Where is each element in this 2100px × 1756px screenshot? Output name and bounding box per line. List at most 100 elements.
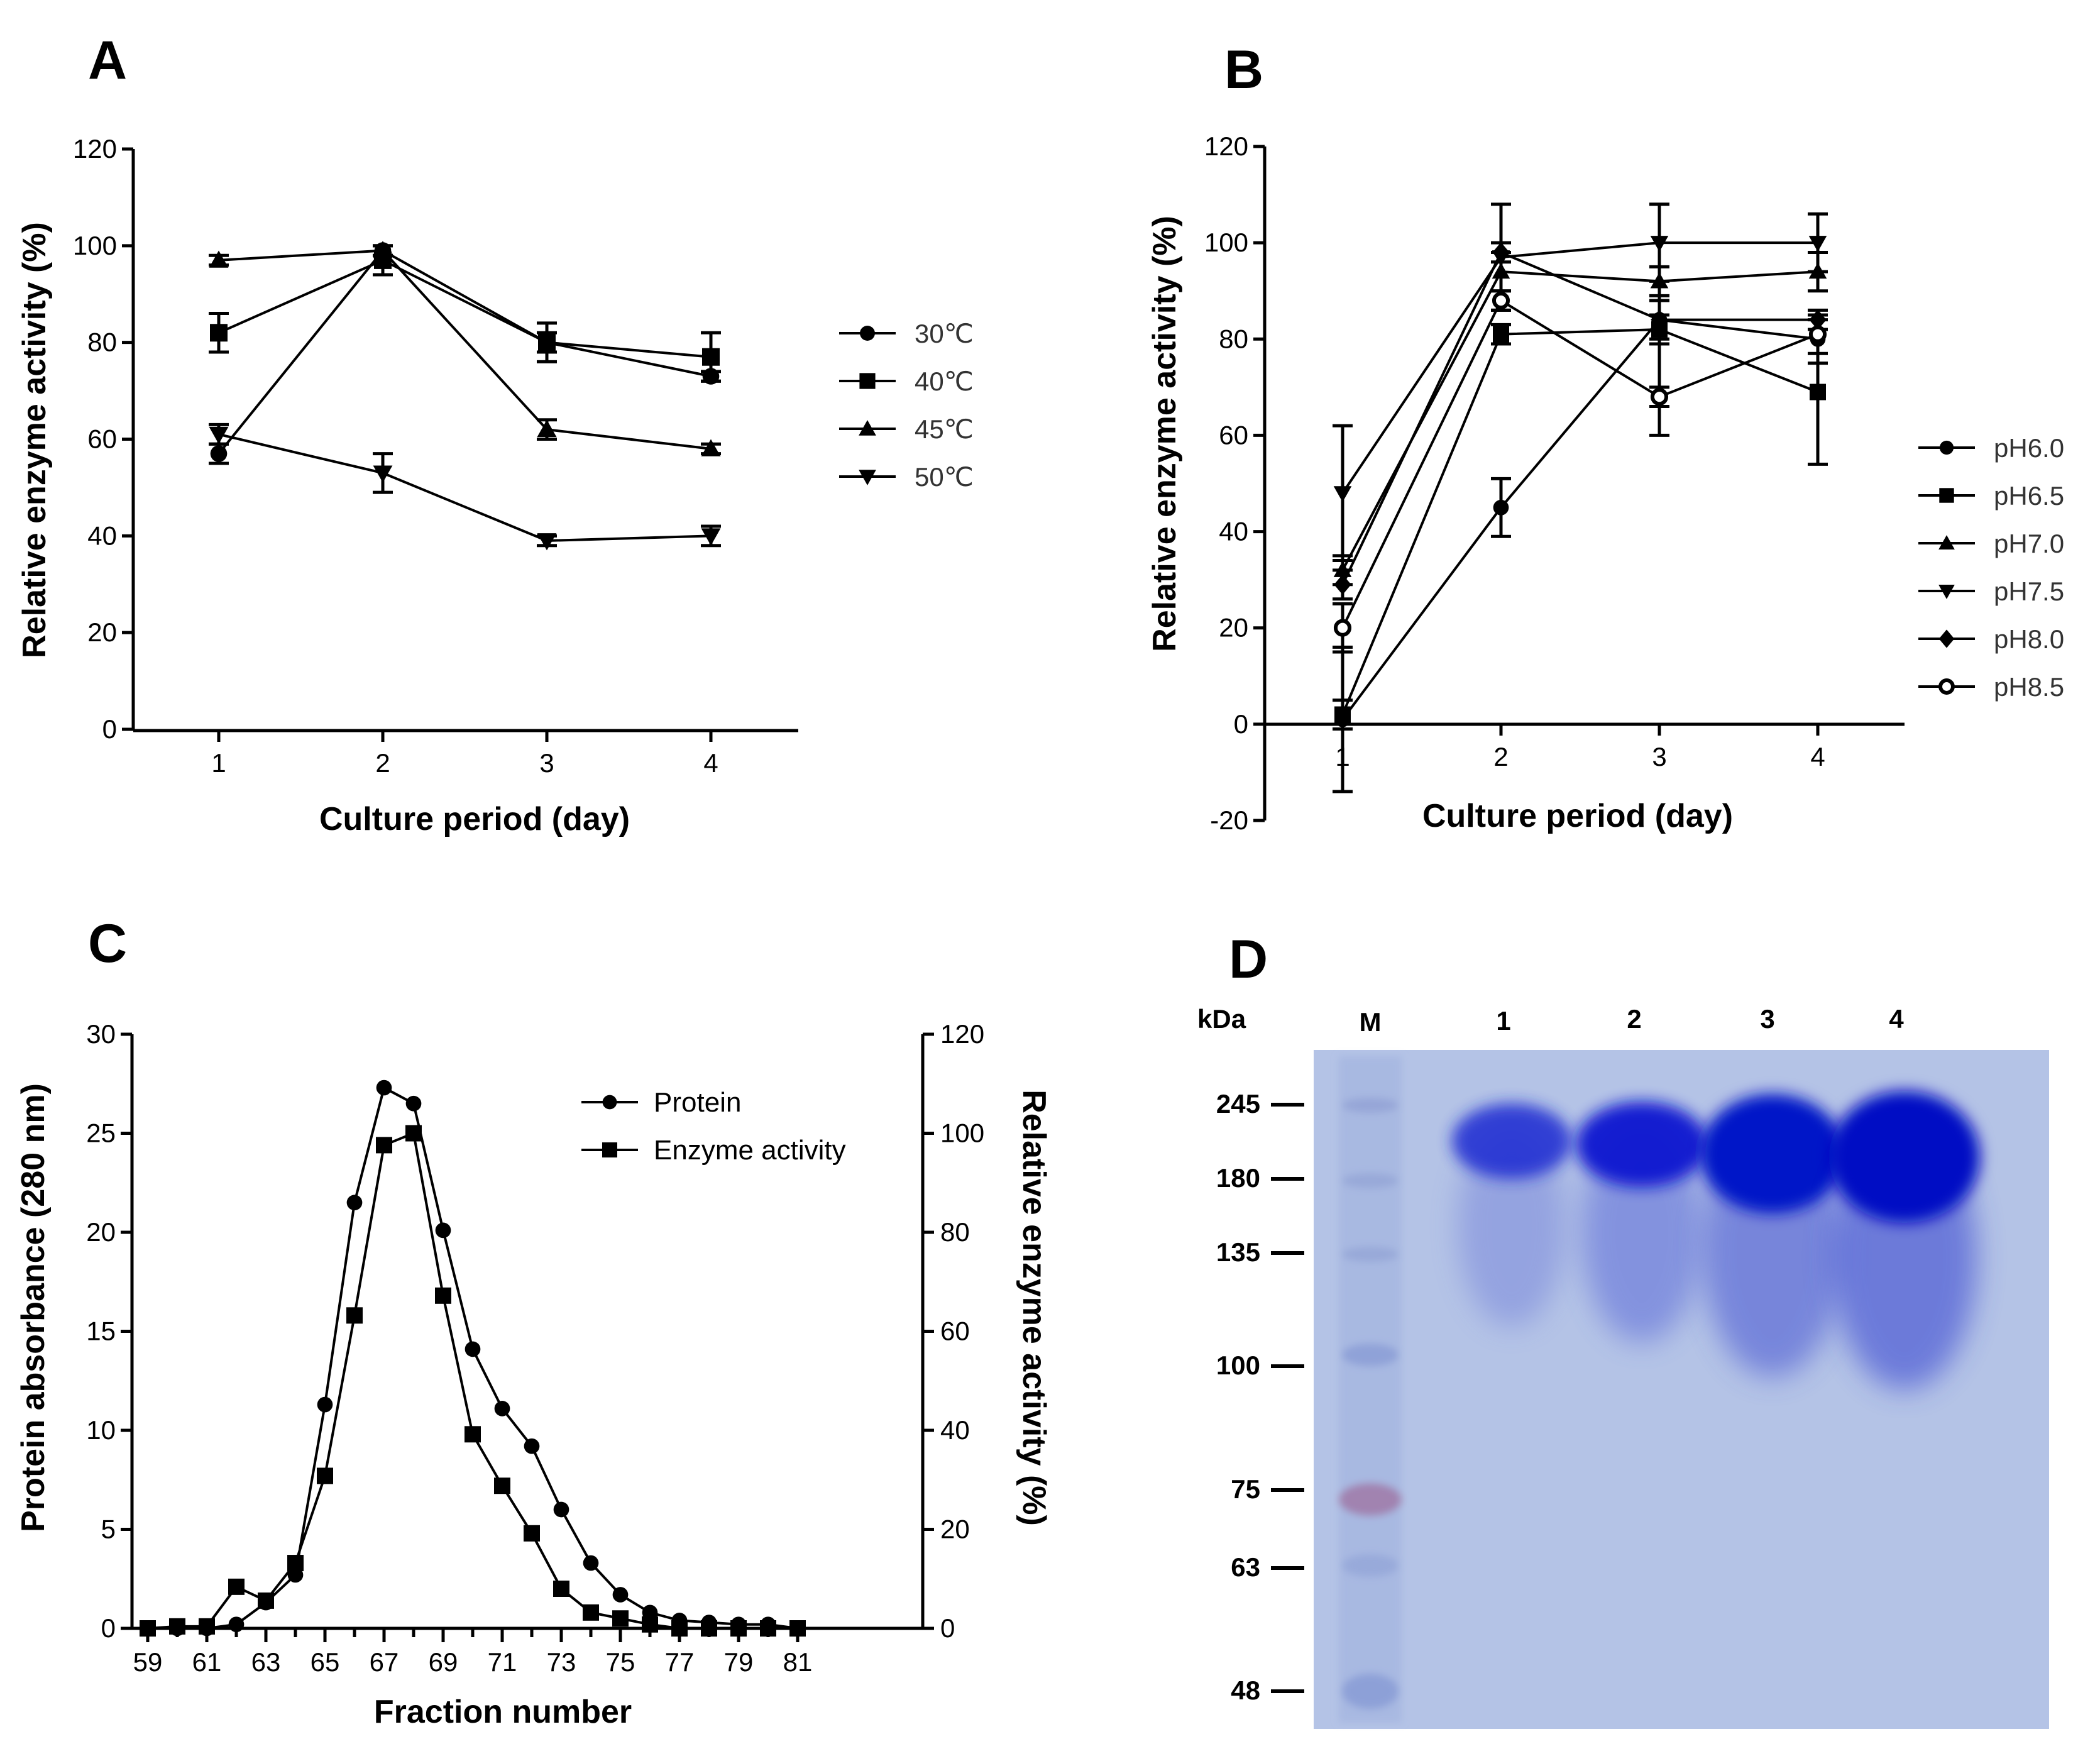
point-enzyme-activity xyxy=(287,1555,304,1572)
point-45 xyxy=(373,241,393,258)
series-line-ph7-5 xyxy=(1341,241,1818,494)
point-enzyme-activity xyxy=(524,1525,540,1542)
legend-label: 40℃ xyxy=(915,367,974,396)
point-40 xyxy=(702,348,720,366)
panel-b-y-tick-label: 40 xyxy=(1219,517,1248,546)
panel-a-y-tick-label: 0 xyxy=(102,714,117,744)
legend-item-45: 45℃ xyxy=(839,414,974,444)
gel-unit-label: kDa xyxy=(1197,1004,1246,1034)
panel-c-y-tick-label-right: 0 xyxy=(940,1613,955,1643)
panel-b-y-tick-label: 20 xyxy=(1219,613,1248,643)
ladder-band-180 xyxy=(1342,1173,1399,1188)
point-protein xyxy=(494,1401,510,1416)
panel-c-y-tick-label-right: 100 xyxy=(940,1118,984,1148)
gel-lane-label-2: 2 xyxy=(1627,1004,1641,1034)
panel-c-series-group xyxy=(140,1080,806,1637)
panel-c-x-tick-label: 75 xyxy=(606,1647,635,1677)
panel-b-y-axis-title: Relative enzyme activity (%) xyxy=(1146,216,1183,652)
legend-label: Protein xyxy=(654,1087,741,1118)
legend-item-ph8-0: pH8.0 xyxy=(1918,624,2064,654)
series-ph6-0 xyxy=(1333,299,1828,793)
panel-c-x-tick-label: 65 xyxy=(311,1647,340,1677)
legend-marker xyxy=(1938,678,1955,695)
point-enzyme-activity xyxy=(140,1620,156,1637)
panel-a: A Relative enzyme activity (%) Culture p… xyxy=(16,30,974,837)
panel-c-y-tick-label-left: 30 xyxy=(86,1019,116,1049)
series-line-protein xyxy=(148,1086,798,1630)
point-enzyme-activity xyxy=(258,1592,274,1609)
panel-a-letter: A xyxy=(88,30,127,91)
point-ph8-0 xyxy=(1651,309,1668,330)
panel-c-y-tick-label-left: 25 xyxy=(86,1118,116,1148)
panel-c-y-tick-label-left: 15 xyxy=(86,1317,116,1346)
legend-marker xyxy=(602,1142,617,1157)
legend-label: pH8.0 xyxy=(1994,624,2064,654)
panel-c-axes: 0 5 10 15 20 25 30 0 20 40 60 80 100 120 59 61 63 65 67 69 7… xyxy=(86,1019,984,1677)
legend-label: pH6.0 xyxy=(1994,433,2064,463)
legend-label: Enzyme activity xyxy=(654,1135,846,1166)
panel-a-series-group xyxy=(209,241,721,551)
panel-c-x-axis-title: Fraction number xyxy=(374,1694,632,1730)
panel-a-y-tick-label: 60 xyxy=(87,424,117,454)
gel-lane-4 xyxy=(1829,1091,1980,1389)
panel-a-y-tick-label: 40 xyxy=(87,521,117,550)
legend-marker xyxy=(1939,440,1954,455)
series-line-ph7-0 xyxy=(1341,270,1818,571)
panel-d: D kDa M 1 2 3 4 xyxy=(1197,929,2049,1729)
legend-marker xyxy=(602,1095,617,1110)
panel-b-axes: -200204060801001201234 xyxy=(1204,131,1905,835)
panel-a-y-tick-label: 100 xyxy=(73,231,117,260)
panel-b-x-tick-label: 2 xyxy=(1493,742,1508,771)
panel-c-y-tick-label-left: 5 xyxy=(101,1515,116,1544)
panel-c-legend: Protein Enzyme activity xyxy=(581,1087,846,1166)
point-enzyme-activity xyxy=(671,1620,688,1637)
point-ph8-5 xyxy=(1808,325,1827,343)
gel-lane-label-m: M xyxy=(1360,1007,1382,1037)
legend-marker xyxy=(1938,629,1955,648)
point-50 xyxy=(209,426,229,445)
marker-label-63: 63 xyxy=(1231,1552,1260,1582)
ladder-band-245 xyxy=(1342,1098,1399,1113)
series-line-45 xyxy=(218,249,712,450)
series-ph7-5 xyxy=(1333,202,1828,563)
point-protein xyxy=(612,1587,629,1603)
series-line-enzyme-activity xyxy=(147,1131,798,1630)
panel-c-x-tick-label: 67 xyxy=(370,1647,399,1677)
panel-a-x-tick-label: 1 xyxy=(211,748,226,778)
panel-b-x-tick-label: 3 xyxy=(1652,742,1666,771)
panel-c-x-tick-label: 59 xyxy=(133,1647,163,1677)
lane-1-band xyxy=(1452,1103,1571,1179)
panel-c-x-tick-label: 69 xyxy=(429,1647,458,1677)
panel-a-y-tick-label: 120 xyxy=(73,134,117,163)
panel-c-y-tick-label-right: 60 xyxy=(940,1317,970,1346)
point-50 xyxy=(537,533,557,551)
panel-a-x-tick-label: 3 xyxy=(539,748,554,778)
panel-b-legend: pH6.0 pH6.5 pH7.0 pH7.5 pH8.0 pH8.5 xyxy=(1918,433,2064,702)
point-protein xyxy=(465,1341,481,1357)
panel-c-y-axis-title-right: Relative enzyme activity (%) xyxy=(1016,1090,1052,1526)
point-enzyme-activity xyxy=(376,1137,392,1154)
point-protein xyxy=(346,1195,363,1211)
gel-lane-label-3: 3 xyxy=(1760,1004,1774,1034)
legend-marker xyxy=(859,420,876,436)
legend-item-50: 50℃ xyxy=(839,462,974,492)
point-40 xyxy=(210,324,228,342)
marker-label-135: 135 xyxy=(1216,1237,1260,1267)
series-ph8-5 xyxy=(1333,289,1828,654)
point-enzyme-activity xyxy=(583,1604,599,1621)
gel-lane-2 xyxy=(1576,1102,1708,1342)
point-ph8-0 xyxy=(1334,574,1351,595)
gel-lane-label-4: 4 xyxy=(1889,1004,1904,1034)
legend-label: 30℃ xyxy=(915,319,974,348)
legend-marker xyxy=(860,326,875,341)
lane-2-band xyxy=(1576,1102,1708,1187)
ladder-band-135 xyxy=(1342,1247,1399,1262)
series-line-ph6-5 xyxy=(1341,328,1818,715)
legend-label: 50℃ xyxy=(915,462,974,492)
point-enzyme-activity xyxy=(435,1287,451,1304)
series-50 xyxy=(209,422,721,551)
legend-item-enzyme-activity: Enzyme activity xyxy=(581,1135,846,1166)
panel-c-x-tick-label: 73 xyxy=(547,1647,576,1677)
panel-c-y-tick-label-left: 20 xyxy=(86,1217,116,1247)
legend-item-30: 30℃ xyxy=(839,319,974,348)
